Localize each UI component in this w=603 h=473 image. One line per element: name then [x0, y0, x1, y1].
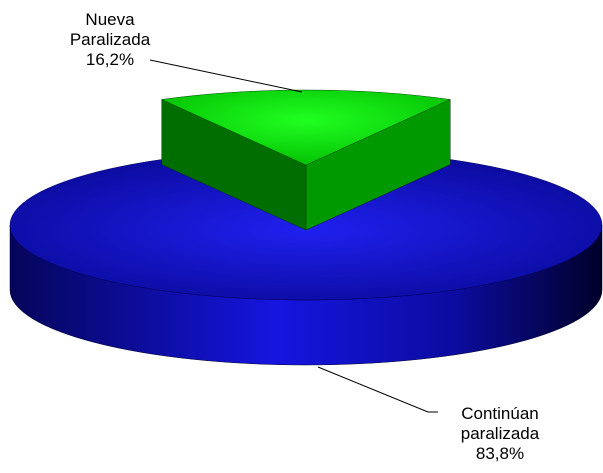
leader-line — [149, 59, 303, 93]
slice-name: Nueva Paralizada — [69, 10, 151, 49]
slice-value-label: 83,8% — [475, 444, 525, 463]
slice-name: Continúan paralizada — [460, 404, 540, 443]
leader-line — [317, 366, 438, 413]
slice-top — [160, 89, 452, 166]
slice-value-label: 16,2% — [85, 50, 135, 69]
